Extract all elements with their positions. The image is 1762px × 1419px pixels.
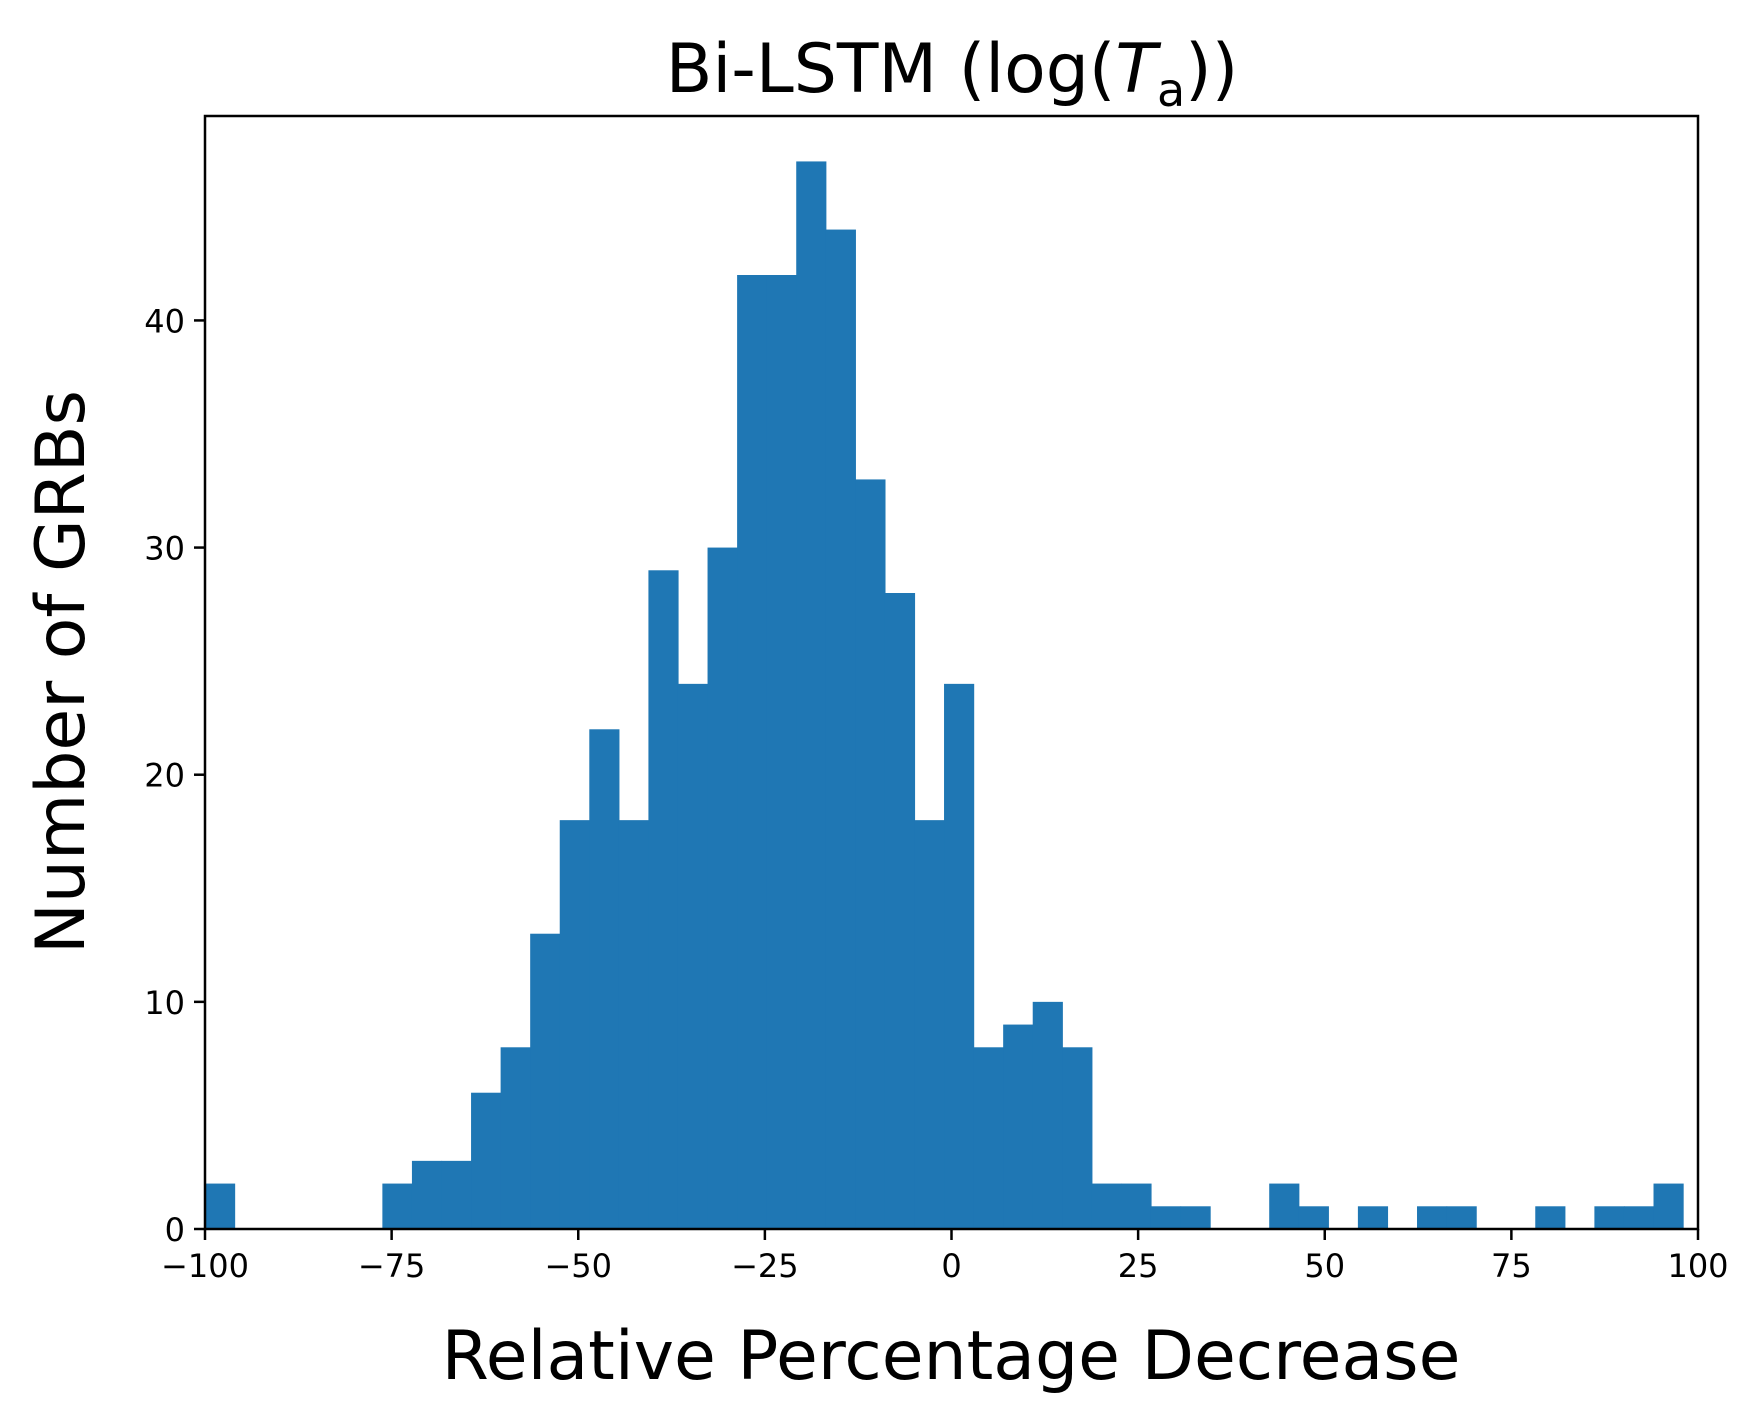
- x-tick-label: 75: [1491, 1247, 1532, 1285]
- plot-frame: [203, 114, 1700, 1231]
- y-axis-ticks: 0 10 20 30 40: [144, 302, 205, 1249]
- x-axis-label: Relative Percentage Decrease: [442, 1317, 1461, 1396]
- histogram-bar: [1150, 1206, 1182, 1229]
- y-tick-label: 20: [144, 757, 185, 795]
- histogram-bar: [737, 275, 768, 1229]
- histogram-bar: [914, 820, 945, 1229]
- histogram-bar: [973, 1047, 1004, 1229]
- histogram-bar: [205, 1183, 236, 1229]
- histogram-bar: [411, 1160, 443, 1229]
- x-tick-label: 0: [941, 1247, 961, 1285]
- histogram-bar: [1623, 1206, 1655, 1229]
- histogram-bar: [944, 683, 975, 1229]
- histogram-bar: [530, 933, 561, 1229]
- x-tick-label: −100: [161, 1247, 249, 1285]
- histogram-bar: [796, 161, 827, 1229]
- histogram-bar: [1032, 1001, 1063, 1229]
- histogram-bar: [1446, 1206, 1477, 1229]
- histogram-bar: [1653, 1183, 1684, 1229]
- chart-title-subscript: a: [1157, 63, 1185, 117]
- x-tick-label: −25: [731, 1247, 799, 1285]
- y-tick-label: 30: [144, 530, 185, 568]
- histogram-bar: [1417, 1206, 1448, 1229]
- histogram-bar: [1121, 1183, 1152, 1229]
- histogram-bar: [559, 820, 590, 1229]
- chart-title-suffix: )): [1185, 30, 1238, 109]
- x-axis-ticks: −100 −75 −50 −25 0 25 50 75 100: [161, 1229, 1729, 1285]
- histogram-bar: [648, 570, 679, 1229]
- histogram-bar: [884, 593, 916, 1229]
- histogram-bar: [1091, 1183, 1123, 1229]
- histogram-bar: [766, 275, 797, 1229]
- histogram-bar: [1298, 1206, 1329, 1229]
- x-tick-label: 25: [1118, 1247, 1159, 1285]
- y-axis-label: Number of GRBs: [22, 390, 101, 954]
- histogram-bar: [1003, 1024, 1034, 1229]
- histogram-bar: [500, 1047, 531, 1229]
- histogram-bars: [205, 161, 1684, 1230]
- histogram-bar: [589, 729, 620, 1229]
- x-tick-label: −50: [544, 1247, 612, 1285]
- histogram-bar: [825, 229, 856, 1230]
- chart-title-symbol: T: [1115, 30, 1161, 109]
- histogram-bar: [1357, 1206, 1389, 1229]
- histogram-bar: [618, 820, 650, 1229]
- chart-title-text: Bi-LSTM (log(: [666, 30, 1116, 109]
- histogram-bar: [1269, 1183, 1300, 1229]
- histogram-bar: [471, 1092, 502, 1229]
- histogram-bar: [855, 479, 886, 1229]
- histogram-bar: [1062, 1047, 1093, 1229]
- histogram-bar: [677, 683, 709, 1229]
- histogram-bar: [707, 547, 738, 1229]
- histogram-bar: [441, 1160, 472, 1229]
- histogram-bar: [1594, 1206, 1625, 1229]
- histogram-bar: [1535, 1206, 1566, 1229]
- y-tick-label: 10: [144, 984, 185, 1022]
- histogram-bar: [1180, 1206, 1211, 1229]
- chart-title: Bi-LSTM (log(Ta)): [666, 30, 1238, 117]
- y-tick-label: 0: [165, 1211, 185, 1249]
- x-tick-label: 50: [1304, 1247, 1345, 1285]
- histogram-bar: [382, 1183, 413, 1229]
- y-tick-label: 40: [144, 302, 185, 340]
- x-tick-label: 100: [1667, 1247, 1728, 1285]
- x-tick-label: −75: [358, 1247, 426, 1285]
